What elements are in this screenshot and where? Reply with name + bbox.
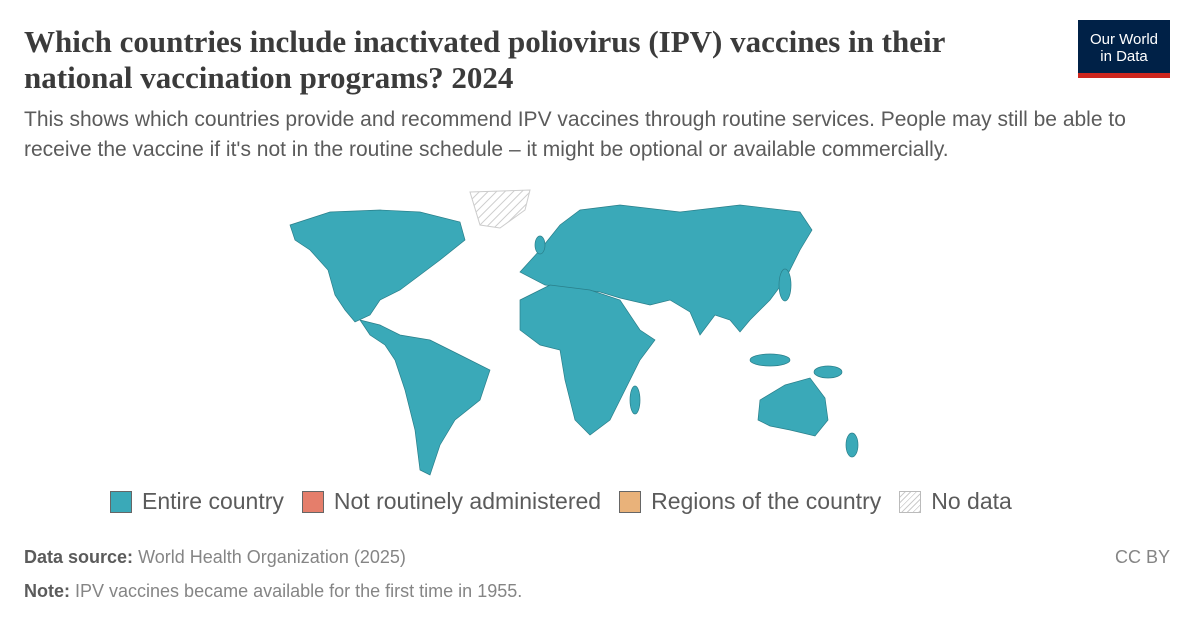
source-label: Data source: xyxy=(24,547,134,567)
north-america xyxy=(289,209,466,323)
note: Note: IPV vaccines became available for … xyxy=(24,581,522,602)
logo[interactable]: Our World in Data xyxy=(1078,20,1170,78)
source-text: World Health Organization (2025) xyxy=(138,547,406,567)
legend-item[interactable]: No data xyxy=(899,488,1012,515)
note-label: Note: xyxy=(24,581,70,601)
legend-swatch xyxy=(301,490,324,513)
south-america xyxy=(359,319,491,476)
note-text: IPV vaccines became available for the fi… xyxy=(75,581,523,601)
legend-label: Entire country xyxy=(142,488,284,514)
legend-item[interactable]: Entire country xyxy=(110,488,284,515)
legend-label: Not routinely administered xyxy=(333,488,602,514)
africa xyxy=(519,284,656,436)
legend: Entire country Not routinely administered… xyxy=(110,488,1012,515)
legend-swatch xyxy=(619,490,642,513)
greenland xyxy=(469,189,531,229)
source: Data source: World Health Organization (… xyxy=(24,547,406,568)
legend-item[interactable]: Regions of the country xyxy=(619,488,881,515)
legend-swatch xyxy=(110,490,132,513)
world-map xyxy=(289,189,859,476)
australia xyxy=(757,377,829,437)
logo-line: in Data xyxy=(1100,48,1148,65)
new-guinea xyxy=(813,365,843,379)
madagascar xyxy=(629,385,641,415)
legend-item[interactable]: Not routinely administered xyxy=(301,488,602,515)
new-zealand xyxy=(845,432,859,458)
license[interactable]: CC BY xyxy=(1114,547,1170,567)
title: Which countries include inactivated poli… xyxy=(24,24,945,95)
japan xyxy=(778,268,792,302)
logo-line: Our World xyxy=(1089,31,1159,48)
eurasia xyxy=(519,204,813,336)
indonesia xyxy=(749,353,791,367)
uk xyxy=(534,235,546,255)
subtitle: This shows which countries provide and r… xyxy=(24,108,1126,161)
legend-label: No data xyxy=(931,488,1012,514)
legend-label: Regions of the country xyxy=(651,488,882,514)
legend-swatch xyxy=(899,490,922,513)
